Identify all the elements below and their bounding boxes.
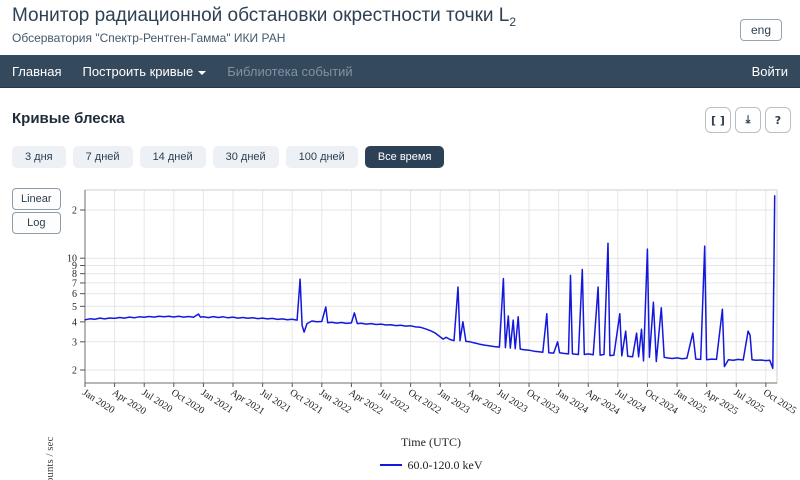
login-button[interactable]: Войти: [751, 63, 788, 79]
download-icon: ⤓: [745, 113, 751, 126]
page-title-subscript: 2: [509, 14, 517, 29]
time-range-buttons: 3 дня 7 дней 14 дней 30 дней 100 дней Вс…: [12, 146, 445, 168]
series-line-60-0-120-0-keV: [84, 195, 776, 370]
chart-toolbar: [ ] ⤓ ?: [705, 107, 791, 133]
y-tick-label: 6: [72, 289, 77, 300]
legend-label: 60.0-120.0 keV: [407, 458, 483, 472]
x-tick-label: Oct 2021: [288, 387, 325, 416]
y-tick-label: 5: [72, 302, 77, 313]
section-title: Кривые блеска: [12, 110, 125, 127]
page-title-text: Монитор радиационной обстановки окрестно…: [12, 5, 510, 26]
range-button-3d[interactable]: 3 дня: [12, 146, 66, 168]
y-tick-label: 3: [72, 337, 77, 348]
page-title: Монитор радиационной обстановки окрестно…: [12, 5, 516, 29]
y-tick-label: 7: [72, 278, 77, 289]
chart-legend: 60.0-120.0 keV: [85, 458, 777, 473]
x-tick-label: Oct 2022: [406, 387, 443, 416]
y-tick-label: 2: [72, 206, 77, 217]
range-button-14d[interactable]: 14 дней: [139, 146, 206, 168]
y-tick-label: 8: [72, 269, 77, 280]
reset-zoom-button[interactable]: [ ]: [705, 107, 731, 133]
x-tick-label: Oct 2020: [169, 387, 206, 416]
x-tick-label: Jan 2024: [554, 387, 590, 416]
linear-scale-button[interactable]: Linear: [12, 188, 61, 210]
legend-line-swatch: [379, 464, 402, 466]
y-tick-label: 4: [72, 317, 77, 328]
y-axis-title: counts / sec: [44, 436, 56, 480]
brackets-icon: [ ]: [711, 113, 725, 127]
language-toggle-button[interactable]: eng: [739, 19, 782, 41]
nav-item-home[interactable]: Главная: [12, 63, 62, 79]
nav-item-build-curves-label: Построить кривые: [82, 63, 194, 79]
scale-buttons: Linear Log: [12, 188, 61, 234]
x-axis-title: Time (UTC): [401, 435, 461, 449]
site-header: Монитор радиационной обстановки окрестно…: [0, 0, 800, 55]
y-tick-label: 10: [67, 254, 77, 265]
light-curve-chart[interactable]: 2 3 4 5 6 7 8 9 10 2 Jan 2020 Apr 2020 Jul 2020 Oct 2…: [0, 175, 800, 480]
x-tick-label: Oct 2024: [643, 387, 680, 416]
log-scale-button[interactable]: Log: [12, 212, 61, 234]
x-tick-label: Jan 2023: [436, 387, 472, 416]
nav-item-build-curves[interactable]: Построить кривые: [82, 63, 207, 79]
help-button[interactable]: ?: [765, 107, 791, 133]
x-tick-label: Jan 2021: [199, 387, 235, 416]
x-tick-label: Jan 2020: [80, 387, 116, 416]
download-button[interactable]: ⤓: [735, 107, 761, 133]
plot-border: [84, 189, 778, 384]
chevron-down-icon: [198, 70, 207, 75]
help-icon: ?: [774, 113, 782, 127]
y-tick-label: 9: [72, 261, 77, 272]
nav-item-events-library[interactable]: Библиотека событий: [227, 63, 353, 79]
x-tick-label: Jan 2022: [317, 387, 353, 416]
range-button-7d[interactable]: 7 дней: [72, 146, 133, 168]
range-button-all-time[interactable]: Все время: [364, 146, 445, 168]
x-tick-label: Oct 2025: [761, 387, 798, 416]
site-subtitle: Обсерватория "Спектр-Рентген-Гамма" ИКИ …: [12, 31, 286, 45]
y-tick-label: 2: [72, 366, 77, 377]
main-navbar: Главная Построить кривые Библиотека собы…: [0, 55, 800, 88]
x-tick-label: Oct 2023: [524, 387, 561, 416]
range-button-30d[interactable]: 30 дней: [212, 146, 279, 168]
range-button-100d[interactable]: 100 дней: [285, 146, 358, 168]
x-tick-label: Jan 2025: [672, 387, 708, 416]
